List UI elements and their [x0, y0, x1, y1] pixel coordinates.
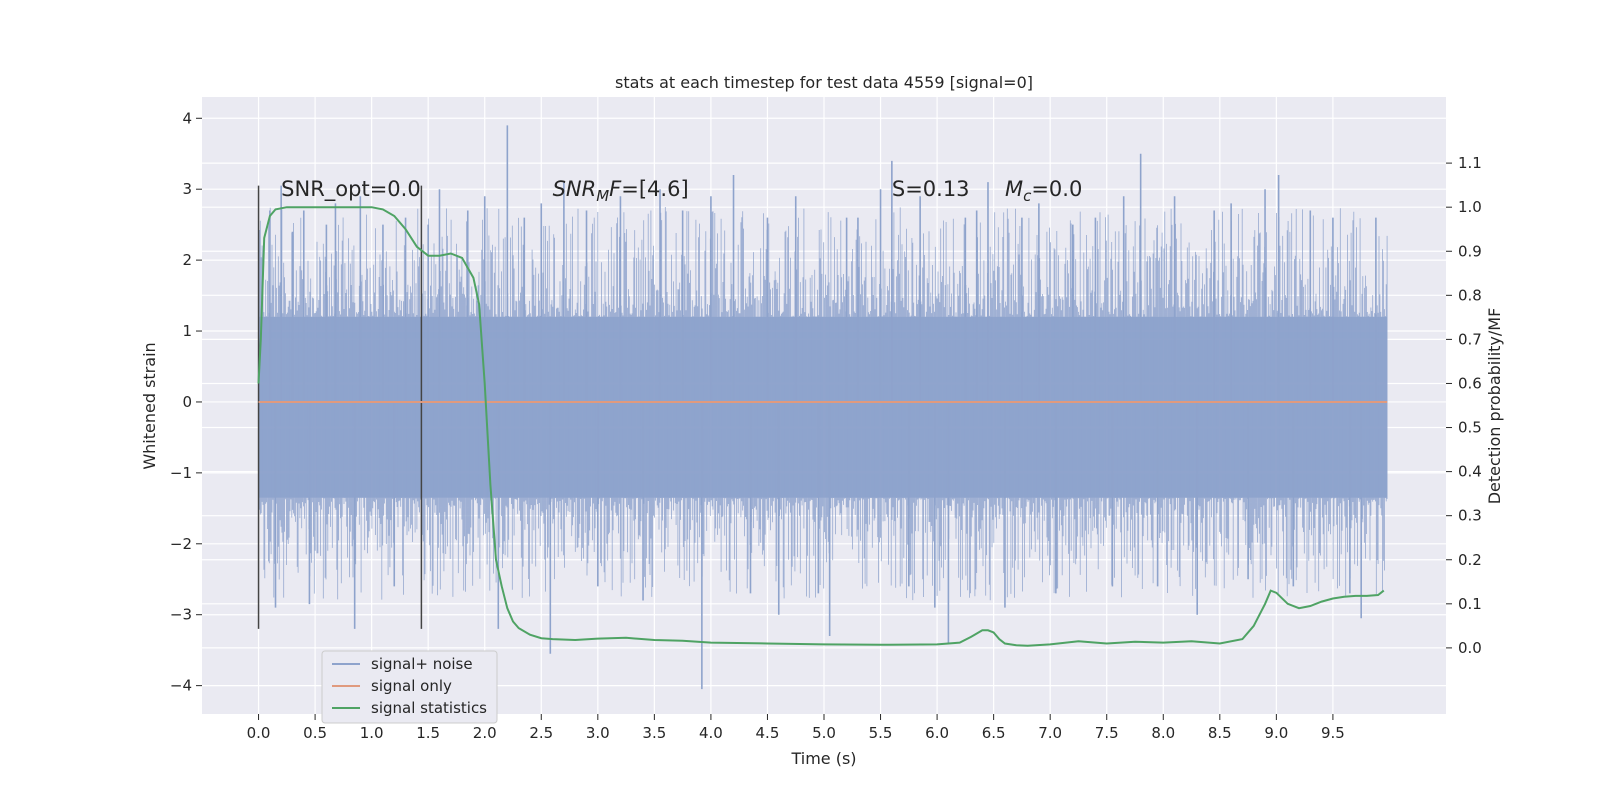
- x-tick-label-0: 0.0: [247, 724, 271, 742]
- y2-tick-label-1: 0.1: [1458, 595, 1482, 613]
- annotation-3: Mc=0.0: [1005, 177, 1082, 205]
- x-tick-label-1: 0.5: [303, 724, 327, 742]
- y2-tick-label-6: 0.6: [1458, 374, 1482, 392]
- noise-series: [258, 125, 1388, 690]
- annotation-1: SNRMF=[4.6]: [553, 177, 689, 205]
- y2-tick-label-5: 0.5: [1458, 419, 1482, 437]
- x-tick-label-7: 3.5: [642, 724, 666, 742]
- annotation-2: S=0.13: [892, 177, 970, 201]
- y-tick-label-7: 3: [182, 180, 192, 198]
- y-tick-label-5: 1: [182, 322, 192, 340]
- y2-tick-label-0: 0.0: [1458, 639, 1482, 657]
- y-tick-label-3: −1: [170, 464, 192, 482]
- legend: signal+ noise signal only signal statist…: [321, 650, 498, 724]
- y2-tick-label-8: 0.8: [1458, 286, 1482, 304]
- y-tick-label-8: 4: [182, 109, 192, 127]
- x-tick-label-14: 7.0: [1038, 724, 1062, 742]
- y-axis-label: Whitened strain: [140, 342, 159, 469]
- y-tick-label-4: 0: [182, 393, 192, 411]
- chart-title: stats at each timestep for test data 455…: [615, 73, 1033, 92]
- y2-axis-ticks: 0.0 0.1 0.2 0.3 0.4 0.5 0.6 0.7 0.8 0.9 1.0 1.1: [1446, 154, 1482, 657]
- y2-tick-label-3: 0.3: [1458, 507, 1482, 525]
- y2-tick-label-4: 0.4: [1458, 463, 1482, 481]
- annotations: SNR_opt=0.0 SNRMF=[4.6] S=0.13 Mc=0.0: [281, 177, 1082, 205]
- x-axis-label: Time (s): [790, 749, 856, 768]
- y-tick-label-1: −3: [170, 606, 192, 624]
- x-tick-label-8: 4.0: [699, 724, 723, 742]
- x-tick-label-13: 6.5: [982, 724, 1006, 742]
- vertical-markers: [257, 185, 423, 629]
- y2-tick-label-7: 0.7: [1458, 330, 1482, 348]
- legend-label-signal-only: signal only: [371, 677, 452, 695]
- annotation-0: SNR_opt=0.0: [281, 177, 421, 202]
- x-tick-label-9: 4.5: [756, 724, 780, 742]
- legend-label-signal-statistics: signal statistics: [371, 699, 487, 717]
- x-tick-label-6: 3.0: [586, 724, 610, 742]
- line-series: [257, 206, 1388, 647]
- x-tick-label-12: 6.0: [925, 724, 949, 742]
- x-tick-label-19: 9.5: [1321, 724, 1345, 742]
- y2-tick-label-9: 0.9: [1458, 242, 1482, 260]
- y2-axis-label: Detection probability/MF: [1485, 308, 1504, 505]
- x-tick-label-3: 1.5: [416, 724, 440, 742]
- series-signal-statistics: [257, 206, 1385, 647]
- x-tick-label-4: 2.0: [473, 724, 497, 742]
- x-tick-label-2: 1.0: [360, 724, 384, 742]
- y2-tick-label-11: 1.1: [1458, 154, 1482, 172]
- x-tick-label-10: 5.0: [812, 724, 836, 742]
- x-axis-ticks: 0.0 0.5 1.0 1.5 2.0 2.5 3.0 3.5 4.0 4.5 5.0 5.5 6.0 6…: [247, 714, 1345, 742]
- legend-label-signal-noise: signal+ noise: [371, 655, 473, 673]
- y-tick-label-0: −4: [170, 677, 192, 695]
- x-tick-label-5: 2.5: [529, 724, 553, 742]
- x-tick-label-15: 7.5: [1095, 724, 1119, 742]
- y2-tick-label-2: 0.2: [1458, 551, 1482, 569]
- y-tick-label-6: 2: [182, 251, 192, 269]
- y-axis-ticks: −4 −3 −2 −1 0 1 2 3 4: [170, 109, 202, 695]
- x-tick-label-18: 9.0: [1264, 724, 1288, 742]
- x-tick-label-11: 5.5: [869, 724, 893, 742]
- y2-tick-label-10: 1.0: [1458, 198, 1482, 216]
- y-tick-label-2: −2: [170, 535, 192, 553]
- x-tick-label-17: 8.5: [1208, 724, 1232, 742]
- legend-box: [321, 650, 498, 724]
- x-tick-label-16: 8.0: [1151, 724, 1175, 742]
